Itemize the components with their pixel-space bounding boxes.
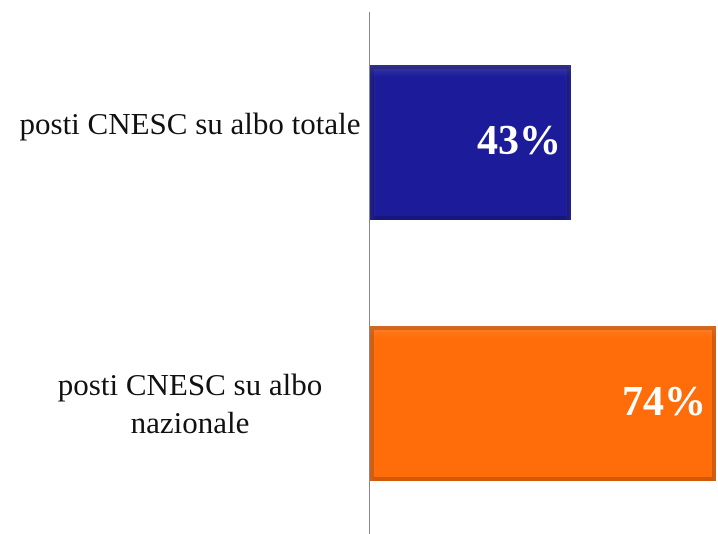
category-axis <box>369 12 370 534</box>
bar <box>370 65 572 220</box>
category-label: posti CNESC su albo nazionale <box>57 366 323 440</box>
data-label: 74% <box>622 378 706 425</box>
bar <box>370 326 716 481</box>
data-label: 43% <box>477 117 562 164</box>
category-label: posti CNESC su albo totale <box>19 105 361 141</box>
